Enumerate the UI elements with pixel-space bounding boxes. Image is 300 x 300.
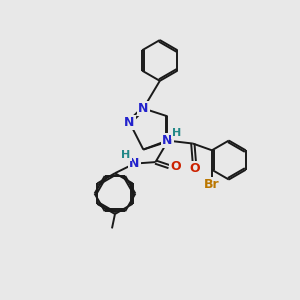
Text: N: N [129, 157, 140, 170]
Text: H: H [122, 150, 131, 160]
Text: Br: Br [204, 178, 220, 191]
Text: N: N [162, 134, 172, 147]
Text: O: O [170, 160, 181, 173]
Text: N: N [124, 116, 135, 129]
Text: O: O [189, 162, 200, 175]
Text: N: N [138, 102, 148, 115]
Text: H: H [172, 128, 181, 138]
